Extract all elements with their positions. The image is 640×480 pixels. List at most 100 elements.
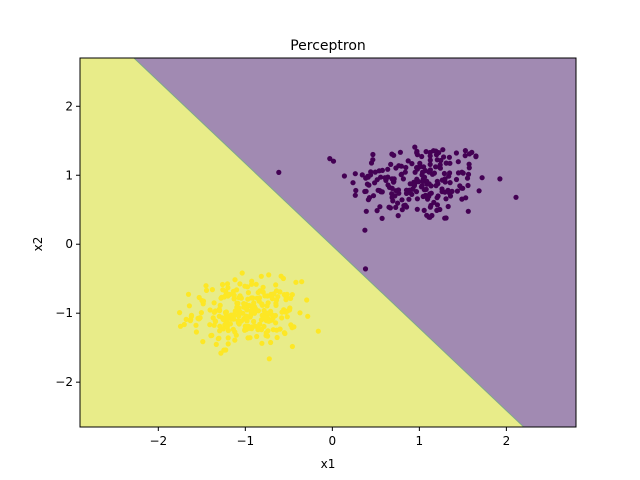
scatter-point — [497, 176, 503, 182]
scatter-point — [446, 154, 452, 160]
scatter-point — [350, 180, 356, 186]
scatter-point — [447, 193, 454, 199]
scatter-point — [443, 160, 449, 166]
scatter-point — [283, 297, 289, 303]
scatter-point — [385, 182, 391, 188]
scatter-point — [231, 292, 237, 298]
scatter-point — [232, 337, 238, 343]
scatter-point — [220, 326, 226, 332]
scatter-point — [414, 176, 420, 182]
scatter-point — [216, 306, 222, 312]
scatter-point — [437, 165, 443, 171]
scatter-point — [177, 310, 183, 316]
scatter-point — [291, 324, 297, 330]
scatter-point — [248, 295, 254, 301]
scatter-point — [433, 164, 439, 170]
x-tick-label: 1 — [416, 434, 424, 448]
scatter-point — [389, 176, 395, 182]
scatter-point — [284, 314, 290, 320]
scatter-point — [421, 164, 427, 170]
scatter-point — [284, 291, 290, 297]
y-tick-label: 0 — [65, 237, 73, 251]
scatter-point — [222, 309, 229, 315]
scatter-point — [377, 188, 383, 194]
scatter-point — [459, 185, 465, 191]
scatter-point — [427, 167, 433, 173]
scatter-point — [281, 330, 287, 336]
scatter-point — [427, 204, 433, 210]
y-tick-label: −1 — [55, 306, 73, 320]
scatter-point — [411, 182, 418, 188]
scatter-point — [234, 304, 240, 310]
scatter-point — [447, 180, 453, 186]
scatter-point — [513, 194, 519, 200]
plot-frame — [79, 57, 577, 428]
scatter-point — [183, 316, 189, 322]
scatter-point — [359, 172, 365, 178]
scatter-point — [363, 188, 369, 194]
scatter-point — [207, 307, 213, 313]
scatter-point — [230, 326, 236, 332]
scatter-series-1 — [276, 144, 519, 272]
scatter-point — [225, 291, 231, 297]
scatter-point — [402, 202, 408, 208]
scatter-point — [203, 287, 210, 293]
scatter-point — [209, 332, 215, 338]
scatter-point — [399, 207, 405, 213]
y-tick-label: 1 — [65, 168, 73, 182]
scatter-point — [434, 202, 440, 208]
scatter-point — [193, 322, 199, 328]
scatter-point — [352, 171, 358, 177]
scatter-point — [330, 158, 337, 164]
scatter-point — [455, 170, 462, 176]
scatter-point — [235, 318, 241, 324]
scatter-point — [403, 190, 410, 196]
scatter-point — [255, 324, 261, 330]
scatter-point — [299, 279, 305, 285]
scatter-point — [255, 308, 261, 314]
scatter-point — [466, 151, 473, 157]
scatter-point — [186, 303, 192, 309]
scatter-point — [400, 176, 406, 182]
scatter-point — [261, 307, 267, 314]
scatter-point — [459, 196, 465, 202]
scatter-point — [393, 165, 399, 171]
scatter-point — [423, 186, 429, 192]
scatter-point — [327, 156, 333, 162]
scatter-point — [377, 204, 383, 210]
scatter-point — [225, 327, 231, 334]
scatter-point — [473, 154, 479, 160]
scatter-point — [422, 193, 428, 199]
scatter-point — [391, 152, 397, 158]
scatter-point — [379, 215, 385, 221]
scatter-point — [237, 293, 243, 299]
scatter-point — [406, 196, 412, 202]
scatter-point — [279, 315, 285, 321]
scatter-point — [398, 163, 404, 169]
scatter-point — [426, 214, 432, 220]
scatter-point — [414, 150, 420, 156]
scatter-point — [305, 313, 311, 319]
scatter-point — [234, 300, 240, 306]
scatter-point — [405, 158, 411, 164]
scatter-point — [268, 339, 274, 346]
scatter-point — [409, 191, 415, 197]
scatter-point — [258, 273, 264, 279]
scatter-point — [443, 215, 449, 221]
scatter-point — [236, 313, 242, 319]
scatter-point — [364, 181, 370, 187]
scatter-point — [207, 322, 213, 328]
x-tick-label: 0 — [329, 434, 337, 448]
scatter-point — [197, 315, 203, 321]
scatter-point — [462, 153, 468, 159]
scatter-point — [447, 170, 453, 176]
scatter-point — [402, 169, 408, 175]
scatter-point — [460, 170, 466, 176]
scatter-point — [387, 205, 393, 211]
scatter-point — [261, 314, 267, 320]
scatter-point — [185, 291, 192, 297]
scatter-point — [427, 161, 433, 167]
scatter-point — [434, 195, 440, 201]
scatter-point — [395, 200, 401, 206]
